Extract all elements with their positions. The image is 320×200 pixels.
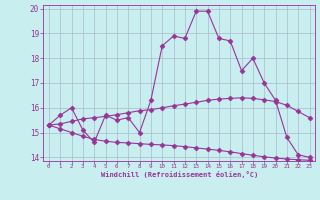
X-axis label: Windchill (Refroidissement éolien,°C): Windchill (Refroidissement éolien,°C) [100, 171, 258, 178]
